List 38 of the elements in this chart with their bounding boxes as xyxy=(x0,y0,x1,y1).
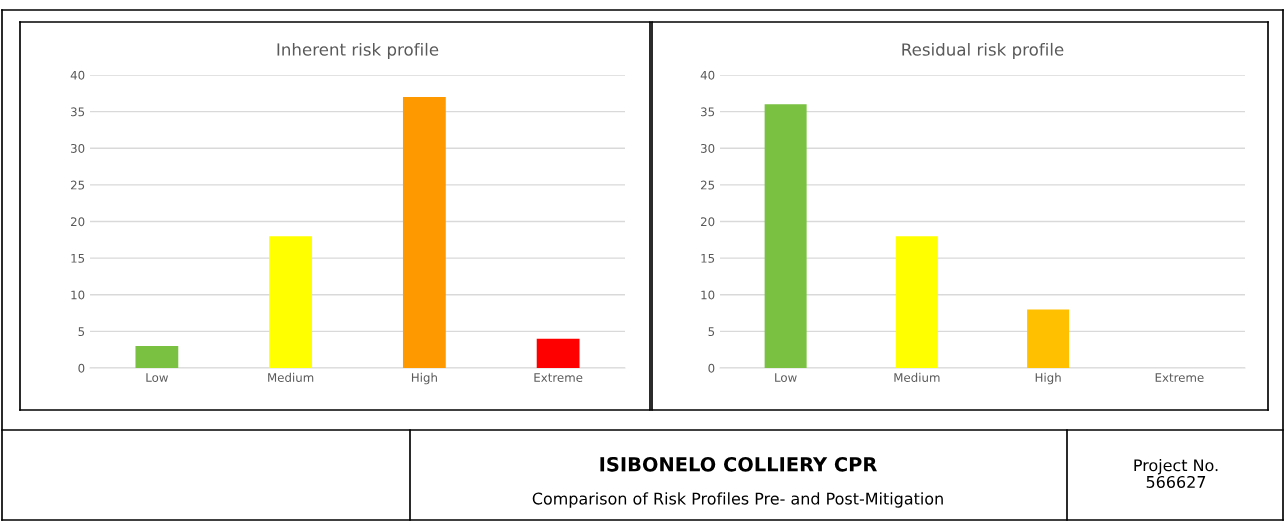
y-tick-label: 30 xyxy=(71,143,85,153)
x-tick-label: Medium xyxy=(894,372,940,382)
y-tick-label: 30 xyxy=(701,143,715,153)
bar xyxy=(1027,309,1070,368)
bar xyxy=(895,236,938,368)
x-tick-label: Extreme xyxy=(1155,373,1204,382)
bar xyxy=(536,338,580,368)
y-tick-label: 40 xyxy=(700,70,715,80)
y-tick-label: 0 xyxy=(708,363,715,373)
y-tick-label: 25 xyxy=(70,180,85,190)
y-tick-label: 10 xyxy=(71,290,85,300)
bar xyxy=(402,96,446,368)
text: Project No. 566627 xyxy=(1134,458,1218,488)
y-tick-label: 35 xyxy=(71,107,85,117)
y-tick-label: 35 xyxy=(701,107,715,117)
y-tick-label: 5 xyxy=(708,327,715,337)
x-tick-label: High xyxy=(1035,372,1061,385)
y-tick-label: 15 xyxy=(701,254,715,263)
y-tick-label: 25 xyxy=(700,180,715,190)
y-tick-label: 15 xyxy=(71,254,85,263)
chart-title: Inherent risk profile xyxy=(277,42,439,60)
x-tick-label: High xyxy=(411,372,437,385)
bar xyxy=(269,236,313,368)
x-tick-label: Medium xyxy=(268,372,314,382)
x-tick-label: Low xyxy=(775,373,797,382)
bar xyxy=(135,346,179,368)
y-tick-label: 10 xyxy=(701,290,715,300)
x-tick-label: Low xyxy=(146,373,168,382)
y-tick-label: 5 xyxy=(78,327,85,337)
y-tick-label: 20 xyxy=(700,217,715,227)
text: Comparison of Risk Profiles Pre- and Post-Mitigation xyxy=(532,492,943,508)
text: ISIBONELO COLLIERY CPR xyxy=(600,456,877,472)
x-tick-label: Extreme xyxy=(534,373,583,382)
bar xyxy=(764,104,807,368)
y-tick-label: 20 xyxy=(70,217,85,227)
y-tick-label: 40 xyxy=(70,70,85,80)
y-tick-label: 0 xyxy=(78,363,85,373)
chart-title: Residual risk profile xyxy=(902,42,1064,60)
